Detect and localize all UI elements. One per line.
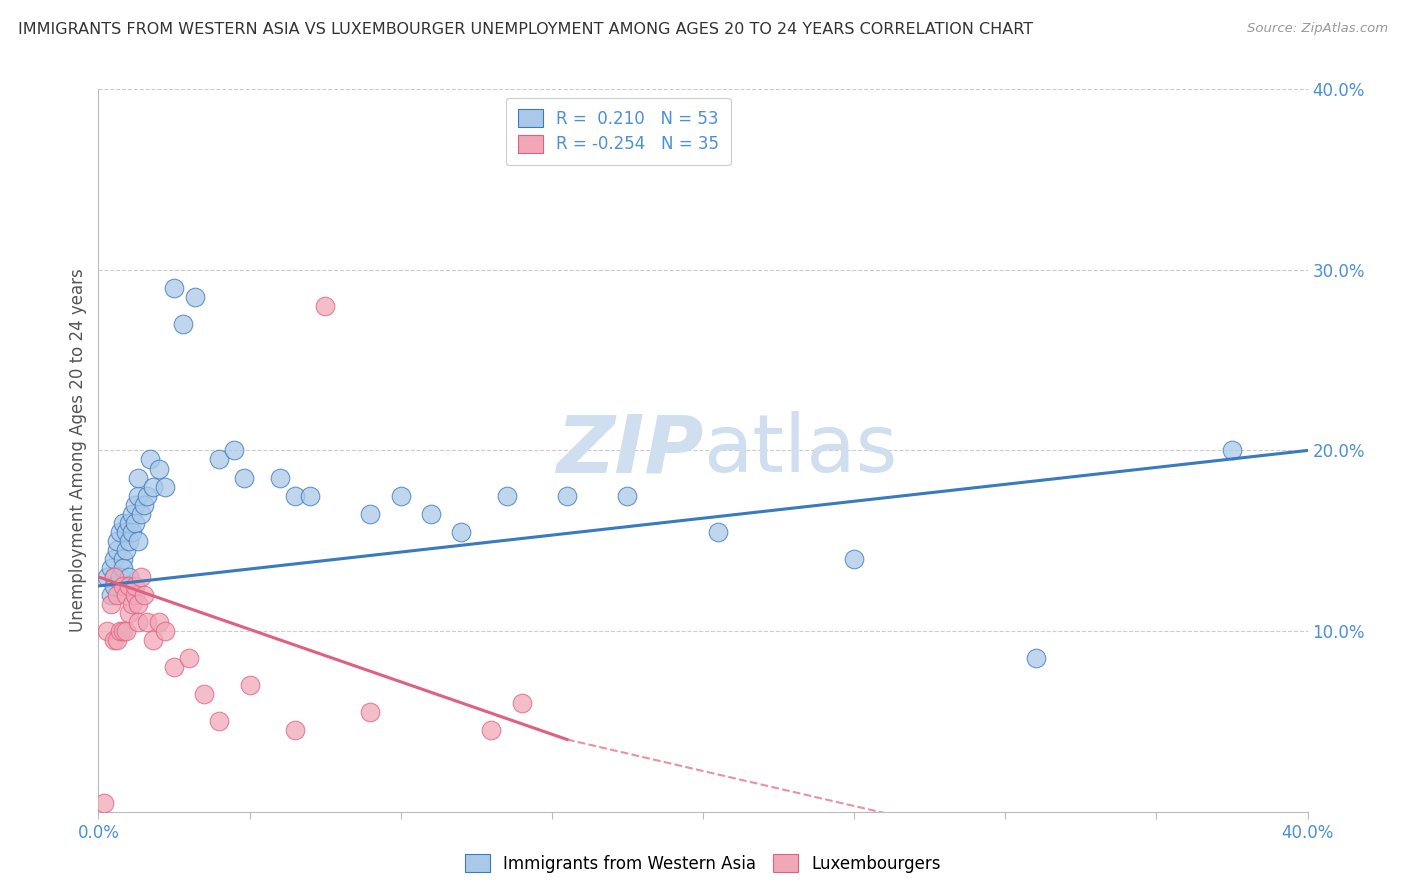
Point [118, 570, 141, 584]
Point [127, 597, 149, 611]
Point [111, 624, 134, 639]
Point [129, 570, 152, 584]
Point [100, 597, 122, 611]
Point [105, 588, 128, 602]
Point [148, 615, 170, 629]
Point [96, 570, 118, 584]
Point [208, 714, 231, 729]
Point [148, 461, 170, 475]
Point [153, 624, 176, 639]
Point [103, 633, 125, 648]
Point [389, 489, 412, 503]
Point [114, 524, 136, 539]
Point [111, 579, 134, 593]
Legend: R =  0.210   N = 53, R = -0.254   N = 35: R = 0.210 N = 53, R = -0.254 N = 35 [506, 97, 731, 165]
Point [118, 533, 141, 548]
Point [184, 290, 207, 304]
Point [121, 524, 143, 539]
Text: Source: ZipAtlas.com: Source: ZipAtlas.com [1247, 22, 1388, 36]
Point [103, 570, 125, 584]
Point [132, 588, 155, 602]
Point [208, 452, 231, 467]
Point [135, 615, 157, 629]
Point [193, 687, 215, 701]
Point [420, 507, 443, 521]
Point [360, 706, 382, 720]
Point [105, 533, 128, 548]
Point [127, 470, 149, 484]
Point [495, 489, 517, 503]
Point [111, 516, 134, 530]
Point [314, 299, 336, 313]
Point [118, 579, 141, 593]
Point [239, 678, 262, 692]
Point [105, 542, 128, 557]
Point [707, 524, 730, 539]
Point [105, 633, 128, 648]
Point [100, 588, 122, 602]
Point [103, 579, 125, 593]
Point [127, 533, 149, 548]
Point [481, 723, 503, 738]
Legend: Immigrants from Western Asia, Luxembourgers: Immigrants from Western Asia, Luxembourg… [458, 847, 948, 880]
Point [163, 281, 186, 295]
Point [616, 489, 638, 503]
Text: IMMIGRANTS FROM WESTERN ASIA VS LUXEMBOURGER UNEMPLOYMENT AMONG AGES 20 TO 24 YE: IMMIGRANTS FROM WESTERN ASIA VS LUXEMBOU… [18, 22, 1033, 37]
Point [179, 651, 201, 665]
Text: ZIP: ZIP [555, 411, 703, 490]
Point [114, 579, 136, 593]
Point [284, 723, 307, 738]
Point [450, 524, 472, 539]
Point [118, 606, 141, 620]
Point [114, 624, 136, 639]
Y-axis label: Unemployment Among Ages 20 to 24 years: Unemployment Among Ages 20 to 24 years [69, 268, 87, 632]
Point [114, 542, 136, 557]
Point [224, 443, 246, 458]
Point [299, 489, 322, 503]
Point [124, 588, 146, 602]
Point [163, 660, 186, 674]
Point [284, 489, 307, 503]
Point [108, 624, 131, 639]
Point [100, 561, 122, 575]
Point [103, 570, 125, 584]
Point [142, 480, 165, 494]
Point [111, 561, 134, 575]
Point [118, 516, 141, 530]
Point [510, 697, 533, 711]
Point [1220, 443, 1243, 458]
Point [232, 470, 254, 484]
Point [114, 588, 136, 602]
Point [132, 498, 155, 512]
Point [108, 570, 131, 584]
Point [844, 551, 866, 566]
Point [93, 796, 115, 810]
Point [121, 507, 143, 521]
Point [124, 516, 146, 530]
Point [96, 624, 118, 639]
Point [129, 507, 152, 521]
Point [121, 597, 143, 611]
Point [103, 551, 125, 566]
Point [127, 489, 149, 503]
Point [135, 489, 157, 503]
Text: atlas: atlas [703, 411, 897, 490]
Point [1024, 651, 1046, 665]
Point [172, 317, 194, 331]
Point [111, 551, 134, 566]
Point [124, 498, 146, 512]
Point [360, 507, 382, 521]
Point [127, 615, 149, 629]
Point [269, 470, 291, 484]
Point [139, 452, 162, 467]
Point [555, 489, 578, 503]
Point [124, 579, 146, 593]
Point [108, 524, 131, 539]
Point [142, 633, 165, 648]
Point [153, 480, 176, 494]
